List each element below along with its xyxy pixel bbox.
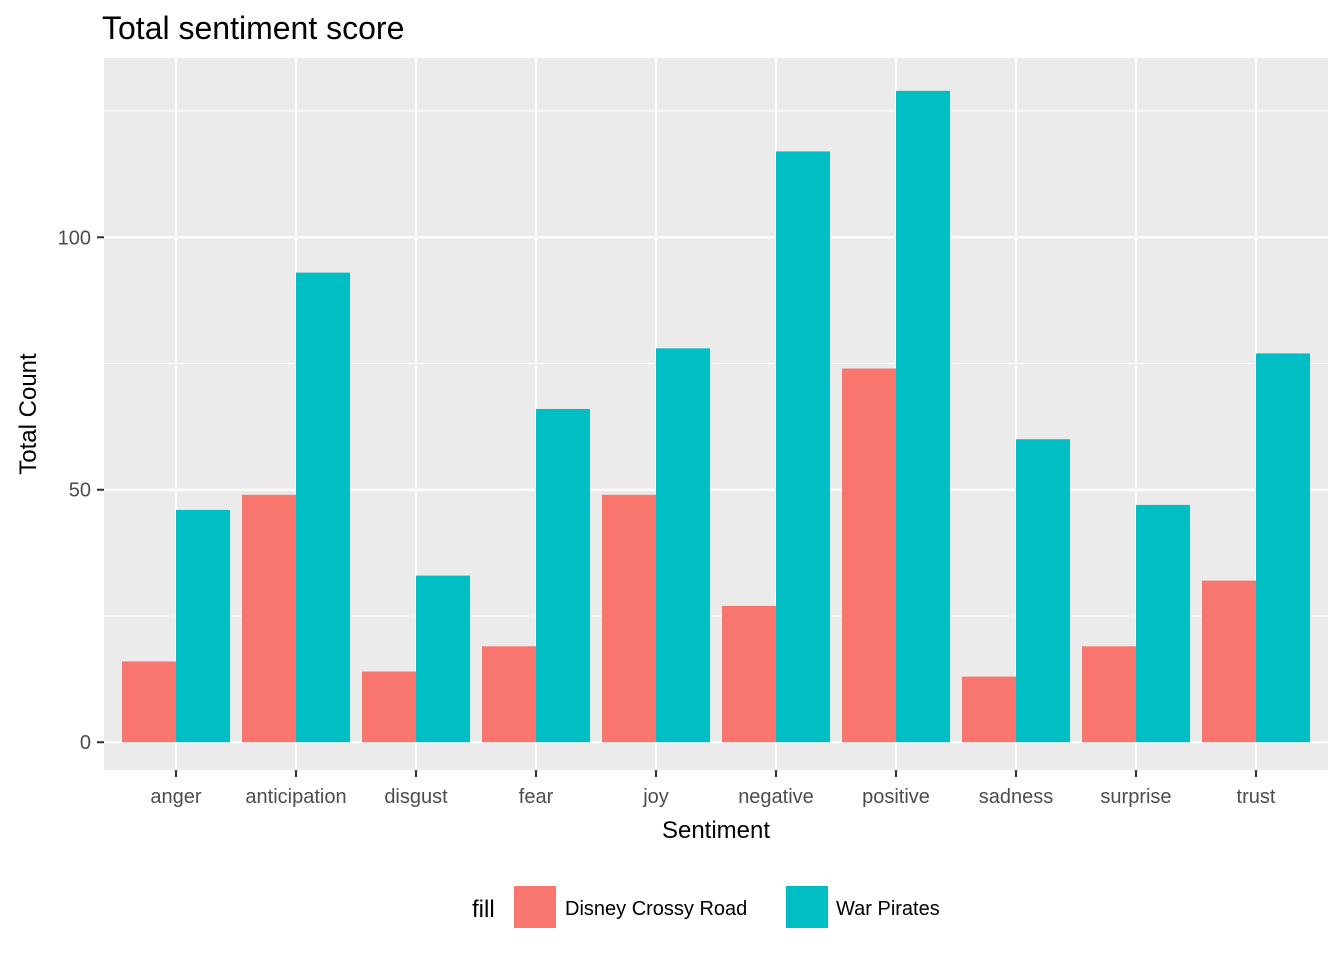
x-tick-label-sadness: sadness [979,786,1054,808]
bar-disney-crossy-road-joy [602,494,656,743]
bar-disney-crossy-road-fear [482,646,536,743]
y-tick-label: 0 [80,732,91,754]
x-tick-label-anger: anger [150,786,201,808]
bar-war-pirates-surprise [1136,504,1190,743]
bar-war-pirates-trust [1256,353,1310,743]
legend-key-disney-crossy-road [514,886,556,928]
bar-war-pirates-anticipation [296,272,350,743]
bar-disney-crossy-road-negative [722,605,776,743]
bar-war-pirates-fear [536,408,590,743]
legend: fill Disney Crossy Road War Pirates [472,886,940,928]
bar-disney-crossy-road-sadness [962,676,1016,743]
x-tick-label-fear: fear [519,786,554,808]
y-tick-label: 100 [58,227,91,249]
legend-label-disney-crossy-road: Disney Crossy Road [565,898,747,920]
chart-title: Total sentiment score [102,10,404,46]
x-axis-title: Sentiment [662,817,770,844]
bar-war-pirates-joy [656,348,710,743]
bar-war-pirates-positive [896,90,950,743]
bar-disney-crossy-road-surprise [1082,646,1136,743]
bar-war-pirates-sadness [1016,439,1070,743]
bar-disney-crossy-road-anger [122,661,176,743]
x-tick-label-anticipation: anticipation [245,786,346,808]
bars [122,90,1310,743]
x-tick-label-disgust: disgust [384,786,448,808]
x-tick-label-trust: trust [1237,786,1276,808]
bar-war-pirates-anger [176,509,230,743]
legend-title: fill [472,896,495,923]
y-tick-label: 50 [69,480,91,502]
x-tick-label-joy: joy [642,786,669,808]
y-axis-title: Total Count [15,353,42,475]
bar-disney-crossy-road-disgust [362,671,416,743]
x-tick-label-positive: positive [862,786,930,808]
legend-label-war-pirates: War Pirates [836,898,940,920]
bar-disney-crossy-road-anticipation [242,494,296,743]
legend-key-war-pirates [786,886,828,928]
x-axis: anger anticipation disgust fear joy negative p… [150,770,1276,808]
bar-disney-crossy-road-positive [842,368,896,743]
bar-disney-crossy-road-trust [1202,580,1256,743]
bar-war-pirates-disgust [416,575,470,743]
x-tick-label-negative: negative [738,786,814,808]
bar-war-pirates-negative [776,151,830,743]
y-axis: 0 50 100 [58,227,104,754]
x-tick-label-surprise: surprise [1100,786,1171,808]
